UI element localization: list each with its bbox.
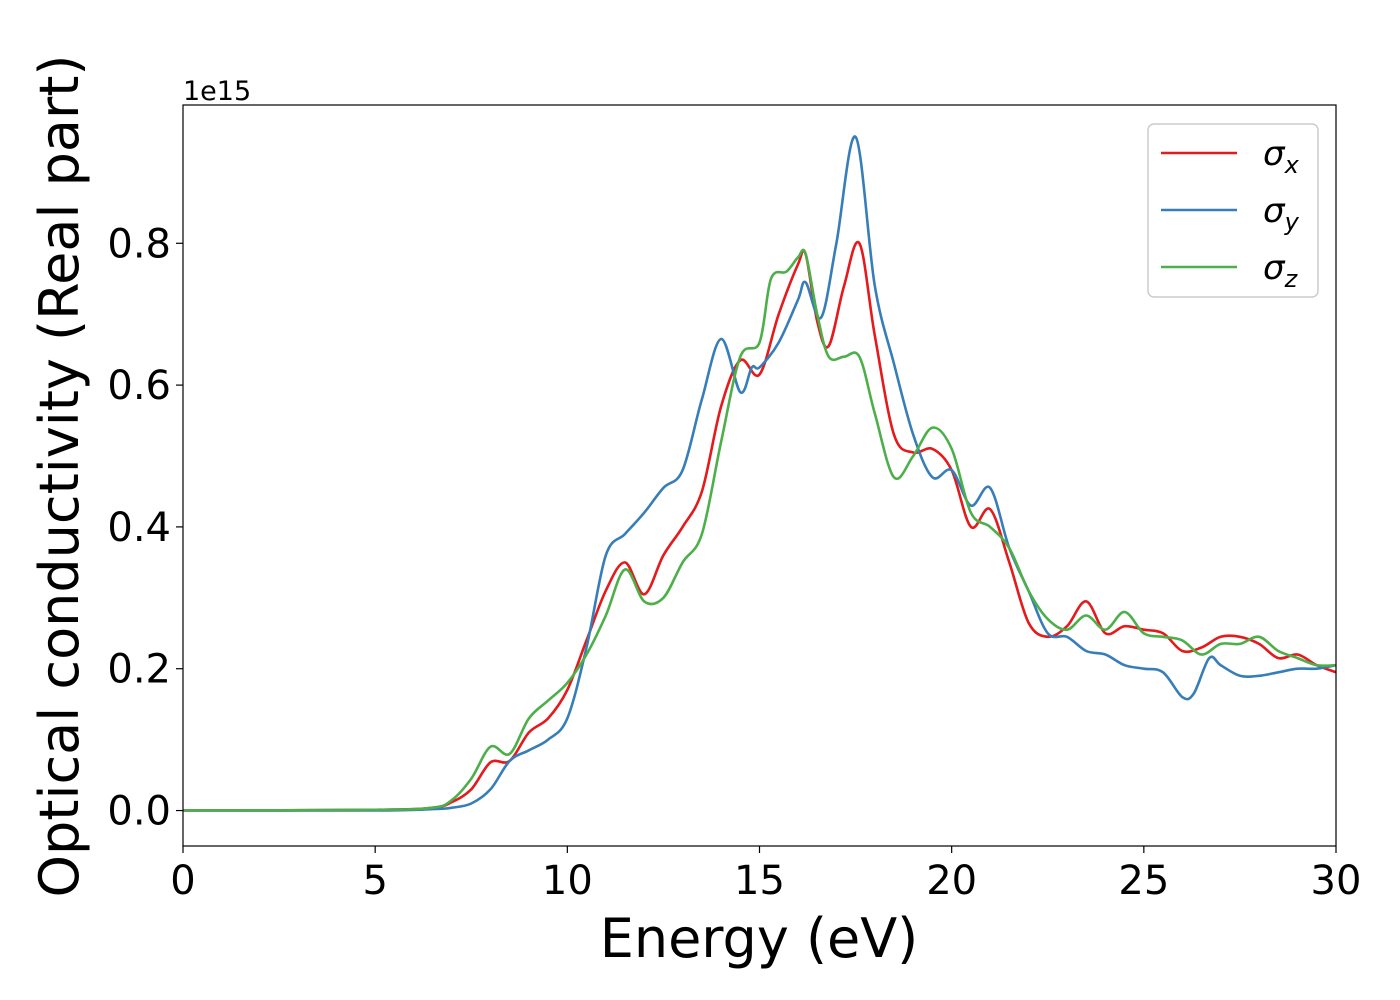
x-tick-label: 5 (362, 858, 387, 904)
y-tick-label: 0.8 (107, 221, 171, 267)
legend-label-y: σy (1263, 191, 1300, 236)
y-tick-label: 0.2 (107, 647, 171, 693)
y-tick-label: 0.4 (107, 505, 171, 551)
x-tick-label: 25 (1118, 858, 1169, 904)
y-axis: 0.0 0.2 0.4 0.6 0.8 (107, 221, 183, 835)
x-tick-label: 15 (734, 858, 785, 904)
x-tick-label: 0 (170, 858, 195, 904)
y-tick-label: 0.0 (107, 789, 171, 835)
x-axis: 0 5 10 15 20 25 30 (170, 846, 1361, 904)
series-line-y (182, 135, 1337, 812)
series-lines (182, 135, 1337, 812)
offset-text: 1e15 (183, 76, 251, 107)
series-line-z (182, 248, 1337, 812)
x-tick-label: 30 (1311, 858, 1362, 904)
x-tick-label: 20 (926, 858, 977, 904)
x-tick-label: 10 (542, 858, 593, 904)
legend-label-x: σx (1263, 134, 1300, 179)
y-axis-label: Optical conductivity (Real part) (28, 55, 91, 898)
x-axis-label: Energy (eV) (600, 907, 919, 970)
y-tick-label: 0.6 (107, 363, 171, 409)
